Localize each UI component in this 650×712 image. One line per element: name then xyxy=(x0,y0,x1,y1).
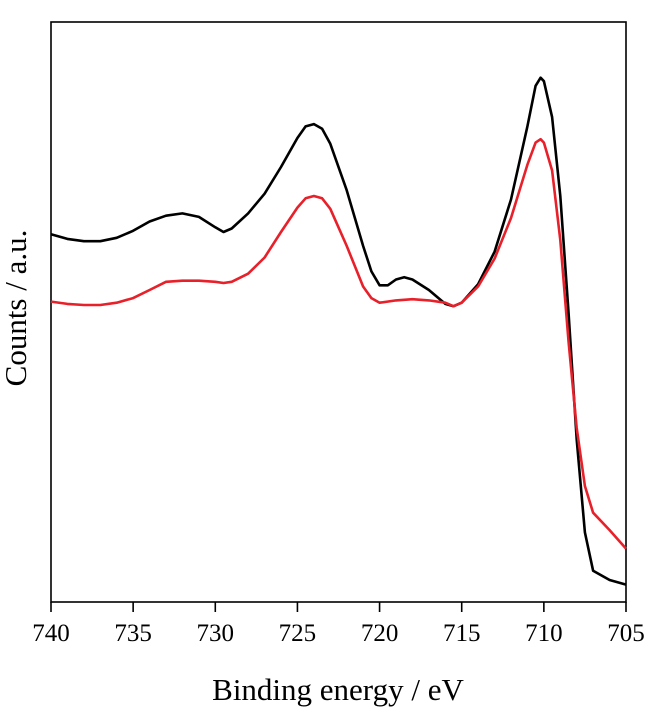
x-tick-label: 710 xyxy=(525,620,563,647)
x-tick-label: 730 xyxy=(197,620,235,647)
y-axis-title: Counts / a.u. xyxy=(0,230,33,387)
x-axis-ticks: 740 735 730 725 720 715 710 705 xyxy=(32,602,645,647)
x-tick-label: 735 xyxy=(114,620,152,647)
x-tick-label: 705 xyxy=(607,620,645,647)
series-line-1 xyxy=(50,76,627,586)
plot-frame xyxy=(50,21,627,603)
x-axis-title: Binding energy / eV xyxy=(212,672,464,707)
series-line-2 xyxy=(50,137,627,550)
series-layer xyxy=(50,76,627,586)
x-tick-label: 715 xyxy=(443,620,481,647)
x-tick-label: 720 xyxy=(361,620,399,647)
x-tick-label: 740 xyxy=(32,620,70,647)
x-tick-label: 725 xyxy=(279,620,317,647)
